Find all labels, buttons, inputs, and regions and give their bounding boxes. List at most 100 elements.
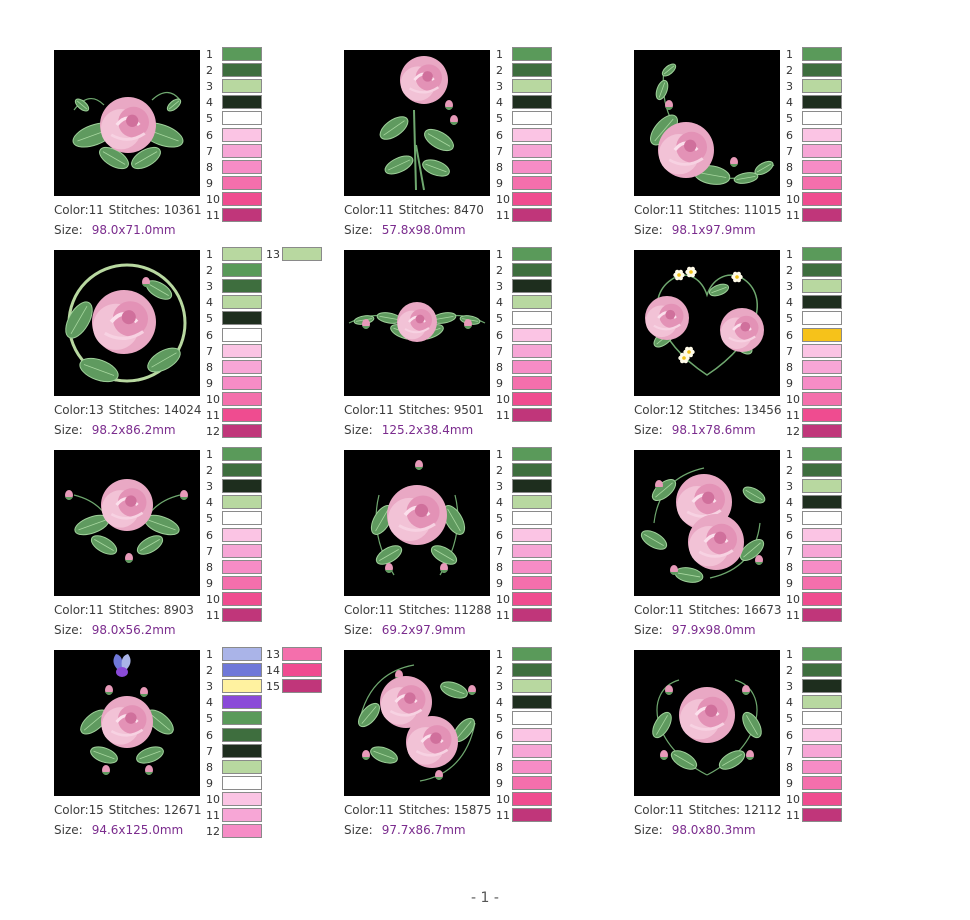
color-swatch [802,343,842,358]
color-swatch-row: 8 [496,559,556,575]
color-swatch-row: 12 [206,823,266,839]
color-swatch-number: 10 [496,392,510,406]
color-swatch [512,591,552,606]
size-value: 98.1x97.9mm [671,223,756,237]
color-swatch-row: 4 [786,294,846,310]
color-swatch [512,175,552,190]
color-swatch [802,375,842,390]
color-swatch [512,463,552,478]
color-swatch-number: 9 [786,776,793,790]
color-swatch-row: 8 [496,159,556,175]
color-swatch-row: 2 [206,62,266,78]
color-swatch-row: 10 [786,591,846,607]
color-swatch-row: 4 [786,94,846,110]
embroidery-rose-image [72,91,184,170]
color-swatch [802,111,842,126]
color-swatch-number: 2 [496,664,503,678]
color-swatch-row: 1 [496,646,556,662]
color-label: Color: [634,603,669,617]
color-swatch [802,495,842,510]
color-swatch [802,463,842,478]
design-card: Color:11 Stitches: 16673 Size: 97.9x98.0mm 1… [634,447,934,645]
color-swatch-number: 11 [206,609,220,622]
color-swatch-number: 4 [786,696,793,710]
design-size: Size: 98.0x80.3mm [634,823,756,837]
color-swatch-number: 11 [206,409,220,422]
color-swatch [222,463,262,478]
color-swatch-number: 3 [206,480,213,494]
color-swatch [512,808,552,822]
design-card: Color:11 Stitches: 8470 Size: 57.8x98.0mm 1 2… [344,47,644,245]
color-swatch-row: 6 [206,327,266,343]
color-swatch-number: 5 [786,312,793,326]
color-swatch-number: 10 [206,192,220,206]
color-label: Color: [634,403,669,417]
color-swatch [222,743,262,758]
color-swatch [512,159,552,174]
color-swatch-row: 2 [206,262,266,278]
color-swatch-row: 2 [786,62,846,78]
color-swatch-number: 3 [496,280,503,294]
color-swatch-row: 7 [206,343,266,359]
color-swatch [222,47,262,61]
color-swatch-row: 5 [496,710,556,726]
color-swatch-number: 5 [496,312,503,326]
color-swatch-row: 9 [786,775,846,791]
stitches-label: Stitches: [688,403,740,417]
size-label: Size: [54,823,83,837]
color-swatch [512,511,552,526]
color-swatch-number: 10 [496,792,510,806]
color-swatch-row: 5 [206,510,266,526]
color-swatch-number: 11 [786,409,800,422]
color-count: 11 [378,803,394,817]
color-swatch-row: 3 [206,78,266,94]
color-swatch-row: 7 [496,743,556,759]
page-number: - 1 - [471,890,499,906]
color-swatch-row: 11 [786,607,846,623]
color-swatch [512,208,552,222]
color-swatch [512,679,552,694]
color-swatch-number: 8 [786,560,793,574]
color-swatch [802,447,842,461]
size-value: 125.2x38.4mm [381,423,474,437]
color-swatch-row: 15 [266,678,326,694]
color-swatch-number: 10 [496,192,510,206]
color-swatch-number: 7 [206,144,213,158]
color-swatch-number: 9 [206,576,213,590]
color-swatch [802,175,842,190]
size-label: Size: [634,423,663,437]
color-swatch-number: 5 [496,112,503,126]
color-label: Color: [344,803,379,817]
color-swatch [512,663,552,678]
color-swatch-row: 8 [206,359,266,375]
color-swatch-number: 5 [206,512,213,526]
color-swatch-row: 9 [496,575,556,591]
design-stats: Color:11 Stitches: 8470 [344,203,484,217]
color-swatch [222,559,262,574]
color-swatch [222,447,262,461]
color-swatch-number: 5 [786,512,793,526]
color-swatch-number: 9 [496,576,503,590]
color-swatch [802,295,842,310]
color-swatch-number: 11 [496,409,510,422]
color-swatch-row: 11 [786,407,846,423]
stitches-label: Stitches: [688,603,740,617]
color-swatch [512,343,552,358]
color-swatch [512,791,552,806]
color-swatch-row: 9 [786,375,846,391]
design-card: Color:11 Stitches: 11015 Size: 98.1x97.9mm 1… [634,47,934,245]
design-size: Size: 98.0x71.0mm [54,223,176,237]
design-card: Color:15 Stitches: 12671 Size: 94.6x125.0mm… [54,647,354,845]
color-swatch-row: 8 [206,159,266,175]
color-swatch-number: 1 [206,448,213,461]
color-swatch-number: 7 [786,144,793,158]
color-swatch [222,608,262,622]
color-swatch [512,191,552,206]
color-swatch-row: 8 [786,759,846,775]
color-swatch-number: 7 [786,344,793,358]
embroidery-rose-image [379,56,458,191]
color-swatch-row: 7 [206,543,266,559]
color-swatch [512,279,552,294]
color-swatch-number: 3 [786,480,793,494]
color-swatch-number: 4 [496,696,503,710]
